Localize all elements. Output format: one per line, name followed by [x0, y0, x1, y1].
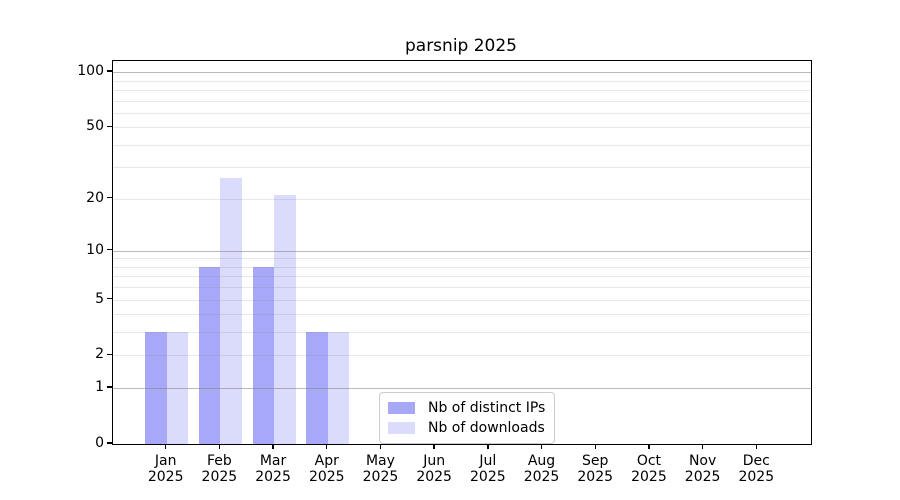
- y-tick-label-100: 100: [77, 63, 104, 80]
- y-tick-mark-50: [107, 125, 112, 127]
- y-tick-label-1: 1: [95, 379, 104, 396]
- legend-label: Nb of distinct IPs: [428, 400, 546, 416]
- bar-nb-of-downloads-mar: [274, 194, 296, 444]
- x-tick-label-sep: Sep 2025: [577, 453, 614, 485]
- gridline-minor-80: [113, 89, 811, 91]
- x-tick-mark-mar: [272, 444, 274, 450]
- bar-nb-of-distinct-ips-jan: [145, 332, 167, 444]
- x-tick-mark-aug: [540, 444, 543, 450]
- x-tick-mark-nov: [701, 444, 704, 450]
- x-tick-mark-dec: [755, 444, 757, 450]
- x-tick-label-dec: Dec 2025: [738, 453, 775, 485]
- gridline-minor-60: [113, 112, 811, 114]
- gridline-minor-9: [113, 258, 811, 260]
- x-tick-label-aug: Aug 2025: [523, 453, 560, 485]
- x-tick-mark-apr: [326, 444, 328, 450]
- y-tick-mark-5: [107, 297, 112, 300]
- x-tick-label-apr: Apr 2025: [308, 453, 345, 485]
- bar-nb-of-distinct-ips-mar: [252, 266, 275, 444]
- x-tick-mark-jul: [487, 444, 489, 450]
- y-tick-mark-0: [107, 442, 112, 444]
- bar-nb-of-distinct-ips-feb: [198, 266, 221, 444]
- y-tick-label-2: 2: [95, 346, 104, 363]
- x-tick-mark-may: [379, 444, 382, 450]
- y-tick-label-50: 50: [86, 118, 104, 135]
- y-tick-mark-1: [107, 386, 112, 388]
- x-tick-mark-jan: [164, 444, 167, 450]
- chart-title: parsnip 2025: [404, 36, 517, 56]
- legend: Nb of distinct IPs Nb of downloads: [379, 392, 556, 444]
- gridline-major-10: [113, 250, 811, 252]
- gridline-major-100: [113, 72, 811, 74]
- gridline-minor-40: [113, 144, 811, 146]
- x-tick-label-may: May 2025: [362, 453, 399, 485]
- y-tick-label-10: 10: [86, 241, 104, 258]
- y-tick-mark-10: [107, 249, 112, 251]
- plot-area: Nb of distinct IPs Nb of downloads: [112, 60, 812, 445]
- gridline-minor-70: [113, 100, 811, 102]
- y-tick-mark-2: [107, 353, 112, 356]
- x-tick-label-jun: Jun 2025: [416, 453, 452, 485]
- bar-nb-of-downloads-apr: [327, 332, 350, 444]
- x-tick-mark-jun: [433, 444, 435, 450]
- gridline-minor-20: [113, 198, 811, 200]
- x-tick-label-jul: Jul 2025: [470, 453, 506, 485]
- gridline-minor-50: [113, 127, 811, 129]
- x-tick-mark-sep: [594, 444, 596, 450]
- y-tick-mark-20: [107, 197, 112, 199]
- legend-entry-nb-of-distinct-ips: Nb of distinct IPs: [388, 398, 545, 418]
- x-tick-label-oct: Oct 2025: [631, 453, 667, 485]
- x-tick-label-mar: Mar 2025: [255, 453, 291, 485]
- y-tick-label-0: 0: [95, 435, 104, 451]
- legend-entry-nb-of-downloads: Nb of downloads: [388, 418, 545, 438]
- legend-swatch-icon: [388, 402, 415, 414]
- legend-swatch-icon: [388, 422, 415, 434]
- x-tick-mark-feb: [218, 444, 221, 450]
- y-tick-mark-100: [107, 70, 112, 72]
- gridline-minor-90: [113, 80, 811, 82]
- x-tick-label-feb: Feb 2025: [201, 453, 238, 485]
- bar-nb-of-distinct-ips-apr: [306, 332, 328, 444]
- legend-label: Nb of downloads: [428, 420, 545, 436]
- y-tick-label-20: 20: [86, 189, 104, 206]
- x-tick-label-nov: Nov 2025: [684, 453, 721, 485]
- bar-nb-of-downloads-feb: [220, 178, 242, 444]
- x-tick-label-jan: Jan 2025: [147, 453, 184, 485]
- bar-nb-of-downloads-jan: [166, 332, 189, 444]
- x-tick-mark-oct: [648, 444, 650, 450]
- gridline-minor-30: [113, 167, 811, 169]
- y-tick-label-5: 5: [95, 290, 104, 307]
